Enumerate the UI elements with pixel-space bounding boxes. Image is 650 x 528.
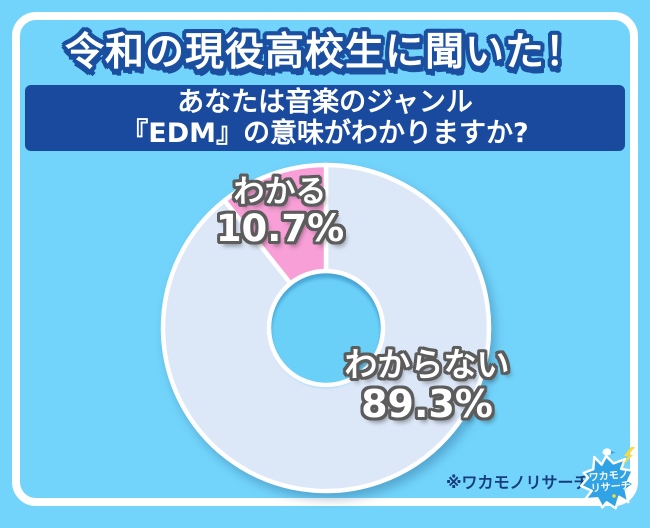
page-title: 令和の現役高校生に聞いた！ [64, 30, 585, 75]
chart-label-wakaru-name: わかる [233, 174, 327, 210]
bird-beak-icon [611, 451, 616, 454]
research-logo-badge: ワカモノ リサーチ [579, 447, 636, 510]
chart-label-wakaranai: わからない 89.3% [332, 345, 522, 426]
badge-line-2: リサーチ [590, 479, 631, 494]
question-box: あなたは音楽のジャンル 『EDM』の意味がわかりますか? [25, 85, 625, 151]
chart-label-wakaru: わかる 10.7% [195, 176, 365, 248]
badge-accent-dot [612, 494, 616, 498]
bird-icon [602, 448, 612, 456]
donut-hole-ring [266, 268, 386, 388]
source-note: ※ワカモノリサーチ調べ [446, 473, 622, 492]
chart-label-wakaranai-name: わからない [344, 345, 510, 384]
donut-chart [160, 162, 492, 494]
chart-label-wakaru-value: 10.7% [215, 206, 345, 250]
question-line-1: あなたは音楽のジャンル [177, 86, 473, 118]
lightning-icon [622, 447, 635, 466]
badge-line-1: ワカモノ [588, 468, 629, 483]
donut-hole [271, 278, 381, 387]
chart-label-wakaranai-value: 89.3% [361, 381, 493, 426]
question-line-2: 『EDM』の意味がわかりますか? [121, 118, 529, 149]
